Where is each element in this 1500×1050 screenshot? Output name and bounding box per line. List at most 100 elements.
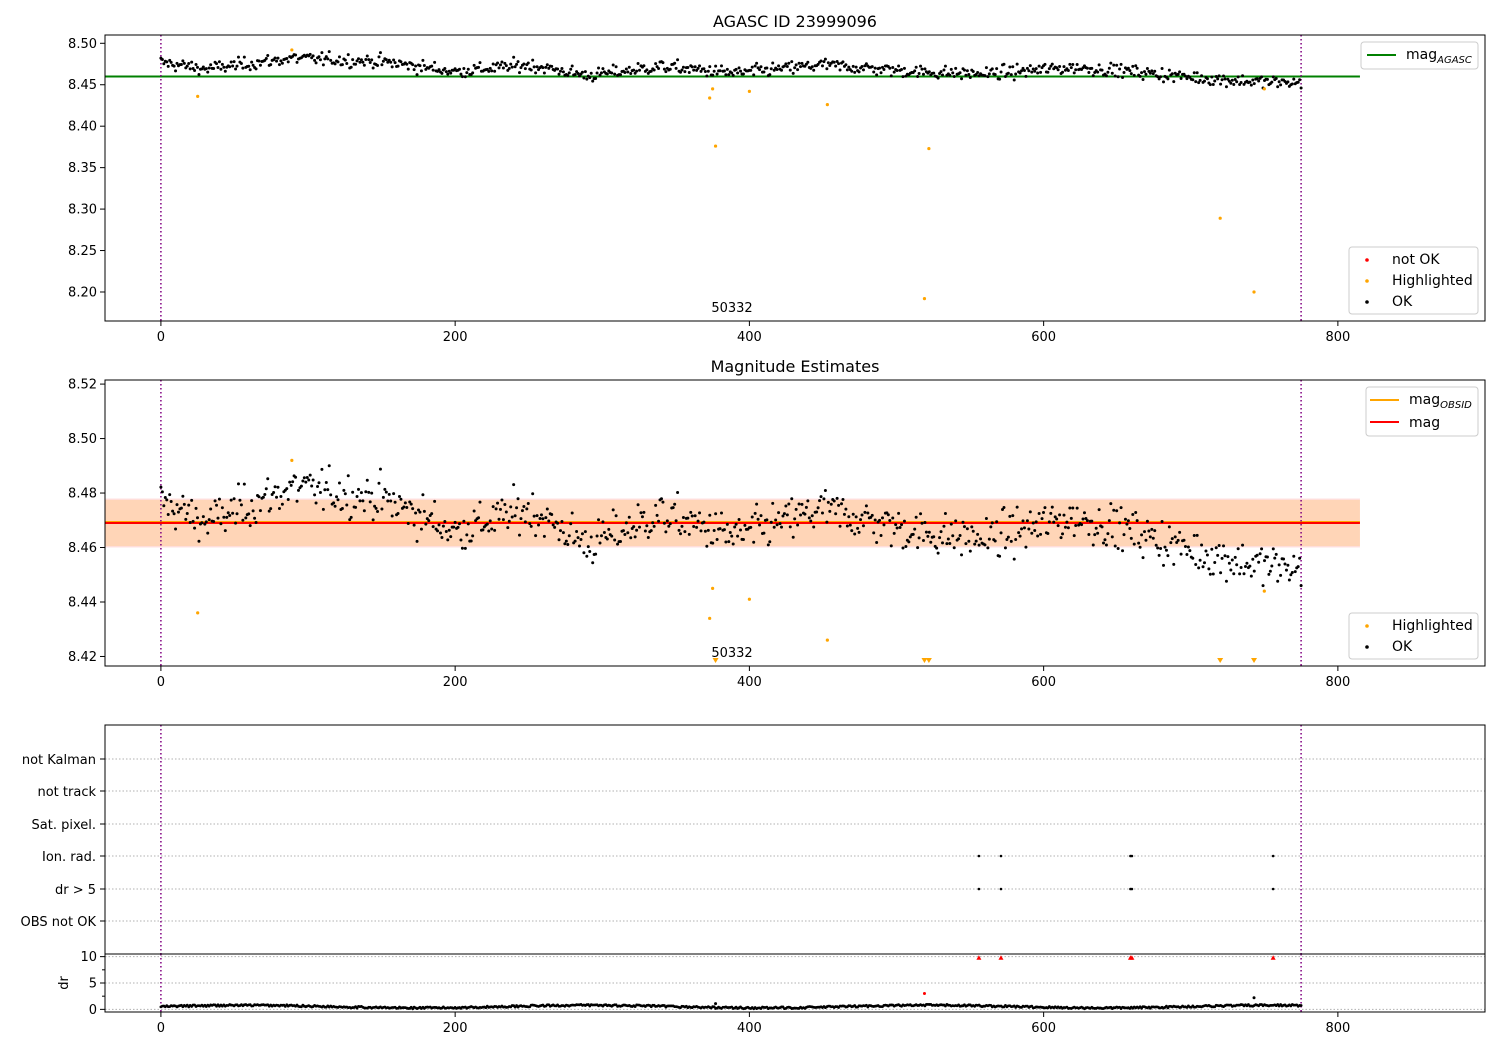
ok-point: [838, 68, 842, 72]
ok-point: [1274, 77, 1278, 81]
panel2-legend-points: Highlighted OK: [1348, 612, 1479, 660]
ok-point: [1119, 506, 1123, 510]
ok-point: [437, 523, 441, 527]
ok-point: [984, 517, 988, 521]
ok-point: [1279, 83, 1283, 87]
ok-point: [594, 552, 598, 556]
ok-point: [326, 57, 330, 61]
ok-point: [1179, 76, 1183, 80]
ok-point: [497, 66, 501, 70]
ok-point: [1115, 63, 1119, 67]
ok-point: [226, 511, 230, 515]
panel2-frame: [104, 379, 1486, 667]
ok-point: [857, 70, 861, 74]
ok-point: [657, 519, 661, 523]
y-tick-label: 8.46: [68, 541, 97, 556]
ok-point: [1006, 535, 1010, 539]
ok-point: [349, 515, 353, 519]
ok-point: [835, 496, 839, 500]
ok-point: [859, 518, 863, 522]
ok-point: [414, 64, 418, 68]
ok-point: [979, 537, 983, 541]
ok-point: [936, 76, 940, 80]
ok-point: [719, 511, 723, 515]
flag-label-not-track: not track: [37, 785, 96, 800]
ok-point: [419, 527, 423, 531]
ok-point: [264, 487, 268, 491]
ok-point: [889, 544, 893, 548]
ok-point: [449, 535, 453, 539]
ok-point: [734, 67, 738, 71]
ok-point: [389, 60, 393, 64]
ok-point: [269, 507, 273, 511]
ok-point: [1220, 78, 1224, 82]
ok-point: [228, 514, 232, 518]
ok-point: [254, 521, 258, 525]
ok-point: [892, 531, 896, 535]
ok-point: [1021, 519, 1025, 523]
ok-point: [595, 71, 599, 75]
ok-point: [364, 490, 368, 494]
ok-point: [765, 66, 769, 70]
y-tick-label: 5: [89, 977, 97, 992]
ok-point: [1132, 73, 1136, 77]
ok-point: [1282, 557, 1286, 561]
ok-point: [919, 512, 923, 516]
ok-point: [162, 62, 166, 66]
ok-point: [289, 483, 293, 487]
flag-label-obs-not-ok: OBS not OK: [21, 915, 97, 930]
ok-point: [611, 508, 615, 512]
ok-point: [1033, 69, 1037, 73]
ok-point: [516, 60, 520, 64]
ok-point: [285, 57, 289, 61]
ok-point: [598, 541, 602, 545]
ok-point: [844, 507, 848, 511]
ok-point: [340, 63, 344, 67]
ok-point: [1142, 530, 1146, 534]
ok-point: [626, 531, 630, 535]
ok-point: [556, 67, 560, 71]
ok-point: [624, 521, 628, 525]
ok-point: [1069, 516, 1073, 520]
ok-point: [215, 503, 219, 507]
ok-point: [1012, 78, 1016, 82]
ok-point: [946, 537, 950, 541]
ok-point: [832, 499, 836, 503]
ok-point: [209, 507, 213, 511]
ok-point: [820, 511, 824, 515]
ok-point: [897, 511, 901, 515]
ok-point: [1239, 81, 1243, 85]
ok-point: [990, 67, 994, 71]
panel1-frame: [104, 34, 1486, 322]
ok-point: [1178, 530, 1182, 534]
x-tick-label: 0: [157, 675, 165, 690]
ok-point: [749, 525, 753, 529]
ok-point: [409, 502, 413, 506]
ok-point: [1279, 573, 1283, 577]
ok-point: [526, 61, 530, 65]
panel3-category-labels: not Kalman not track Sat. pixel. Ion. ra…: [21, 753, 97, 930]
ok-point: [576, 536, 580, 540]
ok-point: [329, 493, 333, 497]
ok-point: [1109, 61, 1113, 65]
ok-point: [1110, 535, 1114, 539]
ok-point: [708, 513, 712, 517]
ok-point: [1224, 85, 1228, 89]
ok-point: [683, 70, 687, 74]
ok-point: [1233, 77, 1237, 81]
ok-point: [870, 513, 874, 517]
ok-point: [614, 65, 618, 69]
ok-point: [680, 524, 684, 528]
ok-point: [1148, 71, 1152, 75]
ok-point: [1198, 558, 1202, 562]
ok-point: [405, 62, 409, 66]
ok-point: [188, 67, 192, 71]
ok-point: [399, 497, 403, 501]
ok-point: [1085, 519, 1089, 523]
flag-point: [1130, 887, 1134, 891]
ok-point: [365, 478, 369, 482]
ok-point: [498, 63, 502, 67]
ok-point: [1031, 521, 1035, 525]
ok-point: [557, 72, 561, 76]
ok-point: [179, 506, 183, 510]
